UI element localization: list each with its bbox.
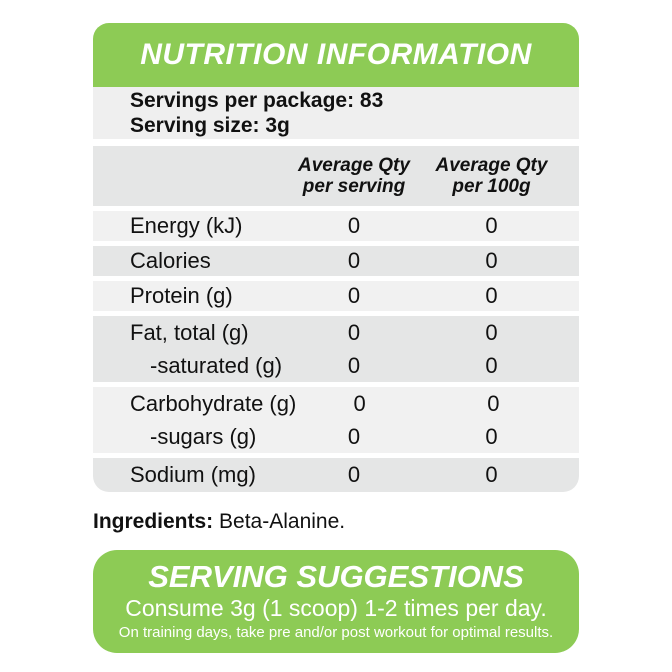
column-header-per-100g: Average Qty per 100g	[419, 155, 564, 197]
row-value-per-serving: 0	[347, 283, 361, 308]
column-header-per-serving-line1: Average Qty	[298, 155, 410, 176]
serving-size-text: Serving size: 3g	[130, 114, 290, 137]
column-header-per-serving-line2: per serving	[302, 176, 406, 197]
ingredients-label: Ingredients:	[93, 510, 214, 533]
row-value-per-100g: 0	[485, 248, 498, 273]
row-value-per-serving: 0	[347, 462, 361, 487]
table-row-carbohydrate: Carbohydrate (g) 0 0	[93, 387, 579, 420]
row-label: Fat, total (g)	[130, 319, 249, 345]
table-column-header-row: Average Qty per serving Average Qty per …	[93, 146, 579, 206]
row-value-per-100g: 0	[487, 390, 500, 416]
table-band-carbohydrate: Carbohydrate (g) 0 0 -sugars (g) 0 0	[93, 387, 579, 453]
ingredients-value: Beta-Alanine.	[213, 510, 346, 533]
serving-suggestions-note: On training days, take pre and/or post w…	[118, 624, 554, 641]
nutrition-header-title: NUTRITION INFORMATION	[140, 38, 532, 71]
row-value-per-100g: 0	[485, 213, 498, 238]
table-row-sodium: Sodium (mg) 0 0	[93, 458, 579, 492]
row-label: Calories	[130, 248, 211, 273]
row-value-per-100g: 0	[485, 423, 498, 449]
table-row-energy: Energy (kJ) 0 0	[93, 211, 579, 241]
table-row-fat-total: Fat, total (g) 0 0	[93, 316, 579, 349]
row-label: Carbohydrate (g)	[130, 390, 297, 416]
column-header-per-serving: Average Qty per serving	[289, 155, 419, 197]
row-value-per-serving: 0	[347, 319, 361, 345]
nutrition-panel: NUTRITION INFORMATION Servings per packa…	[93, 23, 579, 492]
serving-info-block: Servings per package: 83 Serving size: 3…	[93, 87, 579, 139]
row-value-per-serving: 0	[347, 423, 361, 449]
row-value-per-100g: 0	[485, 462, 498, 487]
row-value-per-serving: 0	[347, 213, 361, 238]
serving-suggestions-title: SERVING SUGGESTIONS	[148, 559, 524, 594]
row-label: -saturated (g)	[150, 352, 283, 378]
column-header-per-100g-line2: per 100g	[452, 176, 531, 197]
table-row-sugars: -sugars (g) 0 0	[93, 420, 579, 453]
row-value-per-100g: 0	[485, 319, 498, 345]
serving-suggestions-dosage: Consume 3g (1 scoop) 1-2 times per day.	[125, 595, 547, 621]
row-label: Energy (kJ)	[130, 213, 243, 238]
column-header-per-100g-line1: Average Qty	[435, 155, 548, 176]
nutrition-header: NUTRITION INFORMATION	[93, 23, 579, 87]
row-value-per-serving: 0	[353, 390, 366, 416]
ingredients-line: Ingredients: Beta-Alanine.	[93, 510, 345, 534]
serving-suggestions-box: SERVING SUGGESTIONS Consume 3g (1 scoop)…	[93, 550, 579, 653]
table-row-calories: Calories 0 0	[93, 246, 579, 276]
row-label: -sugars (g)	[150, 423, 257, 449]
servings-per-package-text: Servings per package: 83	[130, 89, 384, 112]
table-row-protein: Protein (g) 0 0	[93, 281, 579, 311]
row-label: Protein (g)	[130, 283, 233, 308]
row-label: Sodium (mg)	[130, 462, 256, 487]
table-row-saturated: -saturated (g) 0 0	[93, 349, 579, 382]
table-band-fat: Fat, total (g) 0 0 -saturated (g) 0 0	[93, 316, 579, 382]
row-value-per-100g: 0	[485, 352, 498, 378]
row-value-per-serving: 0	[347, 352, 361, 378]
row-value-per-100g: 0	[485, 283, 498, 308]
row-value-per-serving: 0	[347, 248, 361, 273]
